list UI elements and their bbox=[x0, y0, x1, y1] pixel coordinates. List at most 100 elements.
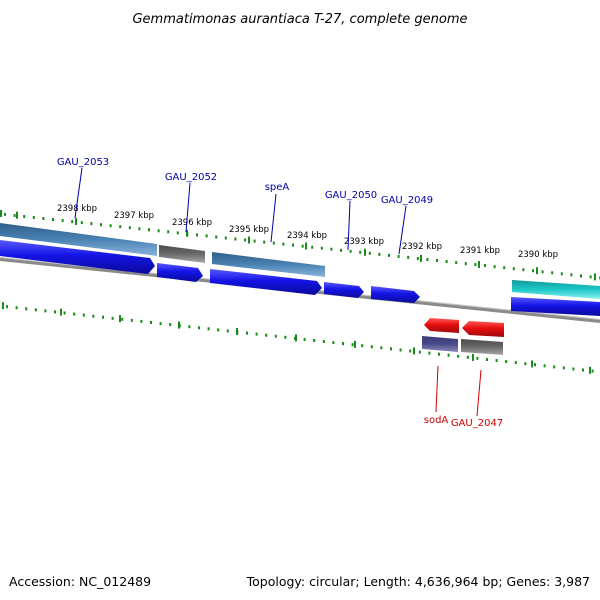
ruler-dot bbox=[196, 233, 198, 237]
ruler-dot bbox=[589, 275, 592, 279]
ruler-dot bbox=[541, 270, 544, 274]
gene-label: GAU_2047 bbox=[451, 418, 503, 429]
ruler-dot bbox=[311, 245, 314, 249]
ruler-major-tick bbox=[420, 254, 422, 262]
ruler-dot bbox=[244, 238, 246, 242]
ruler-dot bbox=[292, 243, 294, 247]
ruler-dot bbox=[263, 240, 266, 244]
ruler-dot bbox=[580, 274, 582, 278]
ruler-dot bbox=[32, 216, 35, 219]
tick-label: 2390 kbp bbox=[518, 250, 558, 260]
ruler-dot bbox=[512, 267, 515, 271]
ruler-dot bbox=[61, 219, 64, 223]
ruler-dot bbox=[445, 260, 448, 263]
cds-arrow-forward bbox=[210, 269, 322, 295]
ruler-dot bbox=[188, 325, 191, 329]
ruler-dot bbox=[457, 354, 460, 358]
feature-cyan-block bbox=[512, 280, 600, 299]
ruler-dot bbox=[54, 310, 56, 314]
ruler-dot bbox=[198, 326, 200, 330]
ruler-dot bbox=[71, 220, 74, 224]
ruler-dot bbox=[505, 360, 508, 364]
ruler-dot bbox=[351, 343, 354, 347]
ruler-dot bbox=[63, 311, 66, 315]
feature-track-reverse bbox=[422, 336, 503, 355]
feature-spea bbox=[212, 252, 325, 277]
ruler-dot bbox=[303, 337, 306, 341]
ruler-major-tick bbox=[178, 321, 180, 329]
ruler-dot bbox=[234, 237, 237, 241]
ruler-dot bbox=[390, 347, 392, 351]
ruler-upper bbox=[0, 210, 600, 281]
ruler-major-tick bbox=[119, 315, 121, 323]
ruler-dot bbox=[82, 313, 85, 317]
gene-label: GAU_2053 bbox=[57, 157, 109, 168]
ruler-dot bbox=[23, 215, 26, 218]
ruler-dot bbox=[378, 252, 381, 256]
ruler-dot bbox=[169, 323, 172, 327]
gene-label-leader bbox=[74, 167, 83, 219]
ruler-dot bbox=[111, 316, 114, 320]
ruler-dot bbox=[553, 365, 556, 369]
ruler-major-tick bbox=[186, 229, 188, 237]
ruler-dot bbox=[572, 367, 575, 371]
ruler-dot bbox=[495, 359, 498, 362]
ruler-dot bbox=[4, 212, 6, 216]
cds-track-forward bbox=[0, 240, 600, 316]
ruler-dot bbox=[246, 331, 248, 335]
ruler-dot bbox=[380, 346, 383, 350]
ruler-dot bbox=[148, 228, 150, 232]
gene-label-leader bbox=[398, 205, 407, 255]
ruler-dot bbox=[92, 314, 95, 318]
ruler-dot bbox=[253, 239, 256, 243]
ruler-dot bbox=[42, 217, 45, 220]
ruler-dot bbox=[370, 345, 373, 349]
ruler-dot bbox=[455, 261, 458, 265]
ruler-dot bbox=[272, 241, 275, 245]
ruler-dot bbox=[121, 317, 124, 321]
ruler-dot bbox=[167, 230, 170, 234]
ruler-dot bbox=[438, 352, 440, 356]
ruler-lower bbox=[2, 302, 594, 374]
ruler-dot bbox=[224, 236, 227, 240]
ruler-dot bbox=[205, 234, 208, 238]
feature-gau-2053 bbox=[0, 223, 157, 256]
ruler-dot bbox=[560, 272, 563, 276]
ruler-dot bbox=[73, 312, 76, 316]
ruler-dot bbox=[399, 348, 402, 352]
ruler-dot bbox=[551, 271, 554, 275]
ruler-major-tick bbox=[364, 248, 366, 256]
ruler-dot bbox=[409, 349, 412, 353]
tick-label: 2391 kbp bbox=[460, 246, 500, 256]
ruler-dot bbox=[361, 344, 364, 348]
ruler-dot bbox=[176, 231, 179, 235]
cds-track-reverse bbox=[424, 318, 504, 337]
feature-track-forward bbox=[0, 223, 600, 299]
ruler-major-tick bbox=[472, 353, 474, 361]
ruler-dot bbox=[397, 254, 400, 258]
gene-labels: GAU_2053 GAU_2052 speA GAU_2050 GAU_2049 sodA… bbox=[57, 157, 503, 429]
ruler-dot bbox=[514, 361, 517, 365]
ruler-dot bbox=[159, 322, 162, 326]
ruler-dot bbox=[255, 332, 258, 336]
ruler-dot bbox=[138, 227, 141, 231]
ruler-major-tick bbox=[536, 267, 538, 275]
ruler-dot bbox=[52, 218, 54, 221]
ruler-dot bbox=[464, 262, 467, 266]
ruler-major-tick bbox=[60, 308, 62, 316]
cds-arrow-reverse bbox=[424, 318, 459, 333]
ruler-dot bbox=[474, 263, 477, 267]
ruler-dot bbox=[493, 265, 496, 269]
ruler-dot bbox=[436, 259, 438, 262]
ruler-major-tick bbox=[75, 218, 77, 225]
ruler-dot bbox=[313, 339, 316, 342]
ruler-dot bbox=[109, 224, 112, 228]
ruler-dot bbox=[44, 309, 47, 313]
ruler-dot bbox=[562, 366, 565, 370]
ruler-major-tick bbox=[236, 328, 238, 335]
ruler-major-tick bbox=[594, 273, 596, 281]
ruler-dot bbox=[100, 223, 102, 227]
ruler-dot bbox=[119, 225, 122, 229]
cds-arrow-forward bbox=[0, 240, 155, 274]
